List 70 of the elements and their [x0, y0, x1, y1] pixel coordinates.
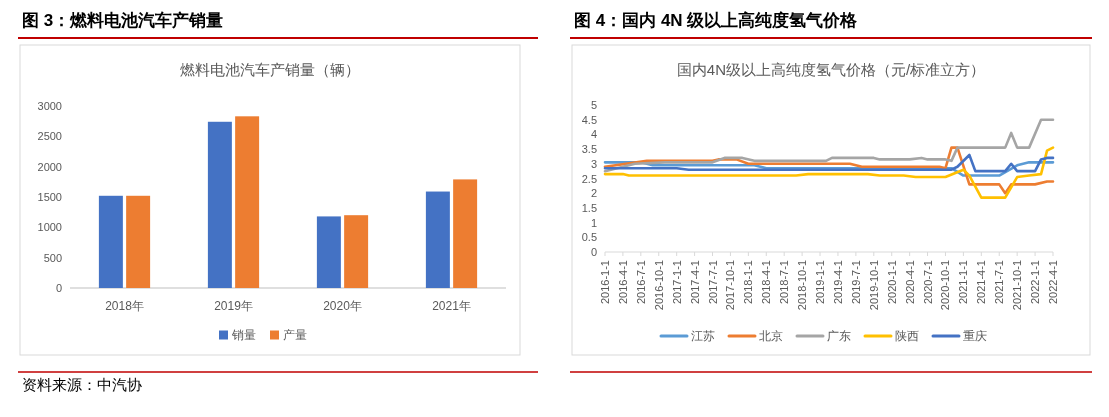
chart-title: 图 4：国内 4N 级以上高纯度氢气价格: [574, 11, 859, 30]
x-tick-label: 2019-10-1: [867, 260, 880, 311]
x-tick-label: 2020-10-1: [939, 260, 952, 311]
x-tick-label: 2020年: [323, 299, 362, 313]
x-tick-label: 2020-4-1: [903, 260, 916, 305]
x-tick-label: 2021年: [432, 299, 471, 313]
bar: [316, 216, 341, 288]
bar: [126, 195, 151, 288]
bar: [235, 116, 260, 288]
y-tick-label: 2.5: [581, 172, 597, 185]
bar: [207, 121, 232, 288]
x-tick-label: 2018-1-1: [742, 260, 755, 305]
legend-label: 产量: [283, 328, 307, 342]
x-tick-label: 2016-7-1: [634, 260, 647, 305]
text: 资料来源：中汽协: [22, 376, 142, 393]
x-tick-label: 2022-1-1: [1029, 260, 1042, 305]
y-tick-label: 1000: [37, 221, 62, 234]
legend-label: 北京: [759, 329, 783, 343]
x-tick-label: 2020-1-1: [885, 260, 898, 305]
x-tick-label: 2016-10-1: [652, 260, 665, 311]
x-tick-label: 2017-10-1: [724, 260, 737, 311]
legend-label: 销量: [231, 328, 256, 342]
y-tick-label: 0: [55, 282, 62, 294]
x-tick-label: 2021-4-1: [975, 260, 988, 305]
y-tick-label: 1500: [37, 191, 62, 203]
bar: [98, 195, 123, 288]
x-tick-label: 2019-7-1: [849, 260, 862, 305]
x-tick-label: 2016-1-1: [599, 260, 611, 305]
y-tick-label: 4: [590, 128, 597, 141]
y-tick-label: 4.5: [581, 113, 597, 126]
line-series: [603, 153, 1055, 173]
bar: [453, 179, 478, 288]
x-tick-label: 2022-4-1: [1047, 260, 1059, 305]
x-tick-label: 2019年: [214, 299, 253, 313]
bar: [425, 191, 450, 288]
y-tick-label: 1.5: [581, 201, 597, 214]
y-tick-label: 2500: [37, 130, 62, 143]
y-tick-label: 0: [590, 246, 597, 258]
y-tick-label: 3000: [37, 100, 62, 112]
legend-label: 江苏: [691, 329, 715, 343]
y-tick-label: 5: [590, 99, 597, 111]
x-tick-label: 2019-1-1: [814, 260, 827, 305]
x-tick-label: 2017-7-1: [706, 260, 719, 305]
y-tick-label: 3.5: [581, 143, 597, 156]
line-series: [603, 118, 1055, 173]
chart-title: 图 3：燃料电池汽车产销量: [22, 11, 224, 30]
x-tick-label: 2018-7-1: [778, 260, 791, 305]
bar: [344, 215, 369, 288]
chart-subtitle: 燃料电池汽车产销量（辆）: [180, 61, 360, 78]
y-tick-label: 0.5: [581, 231, 597, 244]
x-tick-label: 2017-1-1: [670, 260, 683, 305]
chart-subtitle: 国内4N级以上高纯度氢气价格（元/标准立方）: [676, 61, 986, 78]
y-tick-label: 2000: [37, 160, 62, 173]
x-tick-label: 2018-4-1: [760, 260, 773, 305]
legend-label: 广东: [827, 329, 851, 343]
y-tick-label: 2: [590, 187, 597, 200]
x-tick-label: 2017-4-1: [688, 260, 701, 305]
x-tick-label: 2018年: [105, 299, 144, 313]
x-tick-label: 2021-7-1: [993, 260, 1006, 305]
x-tick-label: 2021-10-1: [1011, 260, 1024, 311]
x-tick-label: 2018-10-1: [796, 260, 809, 311]
x-tick-label: 2021-1-1: [957, 260, 970, 305]
x-tick-label: 2016-4-1: [616, 260, 629, 305]
legend-label: 陕西: [895, 329, 919, 343]
y-tick-label: 1: [590, 216, 597, 229]
x-tick-label: 2019-4-1: [831, 260, 844, 305]
y-tick-label: 3: [590, 157, 597, 170]
x-tick-label: 2020-7-1: [921, 260, 934, 305]
y-tick-label: 500: [43, 251, 62, 264]
legend-label: 重庆: [963, 329, 987, 343]
